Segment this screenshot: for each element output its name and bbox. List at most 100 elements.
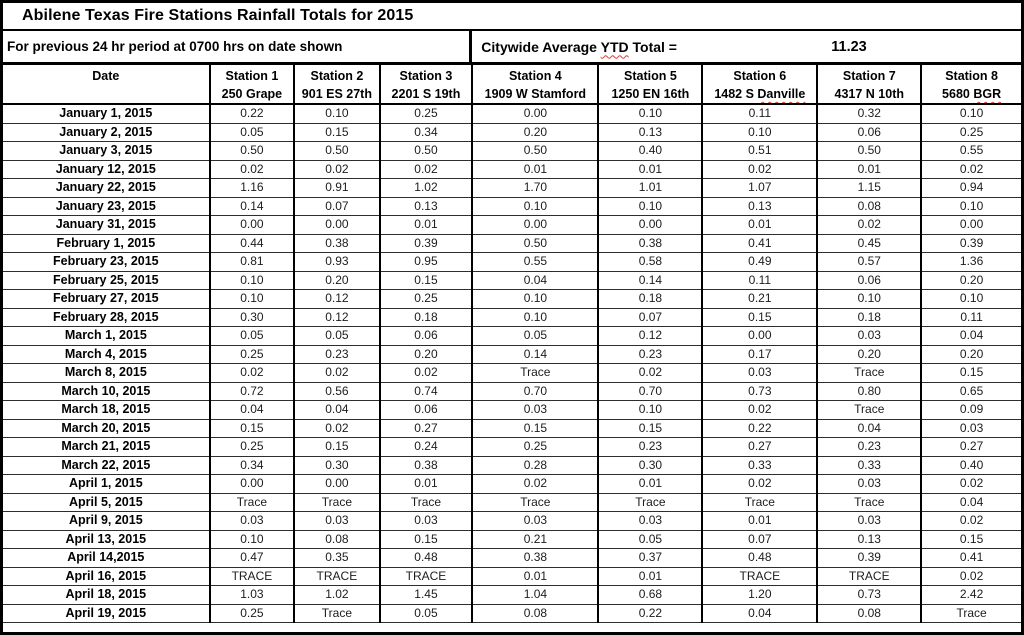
rainfall-value-cell: 0.03	[816, 511, 923, 531]
ytd-label-post: Total =	[628, 38, 677, 55]
station-name: Station 4	[508, 69, 562, 83]
rainfall-value-cell: 0.27	[378, 418, 474, 438]
rainfall-value-cell: 0.34	[208, 455, 296, 475]
rainfall-value-cell: 0.02	[920, 474, 1021, 494]
date-cell: January 31, 2015	[3, 215, 211, 235]
rainfall-value-cell: 1.70	[471, 178, 600, 198]
rainfall-value-cell: 0.15	[293, 122, 381, 142]
rainfall-value-cell: 0.02	[293, 418, 381, 438]
ytd-label-pre: Citywide Average	[481, 38, 601, 55]
date-cell: March 22, 2015	[3, 455, 211, 475]
rainfall-value-cell: 0.11	[920, 307, 1021, 327]
rainfall-value-cell: 0.95	[378, 252, 474, 272]
rainfall-value-cell: 1.07	[701, 178, 819, 198]
table-row: February 25, 2015 0.10 0.20 0.15 0.04 0.14 0.1…	[3, 270, 1021, 290]
rainfall-value-cell: 0.21	[701, 289, 819, 309]
rainfall-value-cell: 1.03	[208, 585, 296, 605]
table-row: January 12, 2015 0.02 0.02 0.02 0.01 0.01 0.02…	[3, 159, 1021, 179]
rainfall-value-cell: 0.20	[920, 344, 1021, 364]
station-address-pre: 1482 S	[714, 87, 758, 101]
rainfall-value-cell: Trace	[378, 492, 474, 512]
rainfall-value-cell: 0.41	[920, 548, 1021, 568]
rainfall-value-cell: 0.41	[701, 233, 819, 253]
date-cell: April 14,2015	[3, 548, 211, 568]
rainfall-value-cell: 0.02	[920, 566, 1021, 586]
rainfall-value-cell: 0.44	[208, 233, 296, 253]
station-address: 1909 W Stamford	[484, 87, 587, 101]
rainfall-value-cell: 1.01	[597, 178, 704, 198]
rainfall-value-cell: 0.00	[701, 326, 819, 346]
rainfall-value-cell: 0.13	[597, 122, 704, 142]
rainfall-value-cell: 0.25	[208, 437, 296, 457]
station-name: Station 6	[733, 69, 787, 83]
rainfall-value-cell: 0.04	[471, 270, 600, 290]
rainfall-value-cell: 0.28	[471, 455, 600, 475]
rainfall-value-cell: Trace	[816, 363, 923, 383]
rainfall-value-cell: 0.23	[597, 344, 704, 364]
rainfall-value-cell: 0.10	[208, 529, 296, 549]
rainfall-value-cell: 0.02	[293, 363, 381, 383]
rainfall-value-cell: 0.01	[816, 159, 923, 179]
rainfall-value-cell: 0.15	[378, 529, 474, 549]
rainfall-value-cell: 0.22	[701, 418, 819, 438]
rainfall-value-cell: 0.15	[597, 418, 704, 438]
rainfall-value-cell: 0.40	[597, 141, 704, 161]
station-address: 4317 N 10th	[834, 87, 904, 101]
rainfall-table-body: January 1, 2015 0.22 0.10 0.25 0.00 0.10 0.11 0…	[3, 104, 1021, 623]
rainfall-value-cell: 0.10	[208, 270, 296, 290]
date-cell: March 10, 2015	[3, 381, 211, 401]
station-address: 2201 S 19th	[391, 87, 461, 101]
rainfall-value-cell: 0.00	[471, 104, 600, 124]
rainfall-value-cell: TRACE	[208, 566, 296, 586]
rainfall-value-cell: 0.01	[471, 566, 600, 586]
rainfall-value-cell: 0.05	[293, 326, 381, 346]
rainfall-value-cell: 0.06	[378, 326, 474, 346]
station-address-misspelled: BGR	[973, 87, 1002, 101]
rainfall-value-cell: 0.03	[471, 511, 600, 531]
rainfall-value-cell: 0.03	[471, 400, 600, 420]
date-cell: April 16, 2015	[3, 566, 211, 586]
date-cell: January 12, 2015	[3, 159, 211, 179]
rainfall-value-cell: 0.01	[378, 474, 474, 494]
rainfall-value-cell: 0.11	[701, 104, 819, 124]
rainfall-value-cell: 0.10	[597, 104, 704, 124]
rainfall-value-cell: 0.14	[597, 270, 704, 290]
rainfall-value-cell: 0.10	[816, 289, 923, 309]
rainfall-value-cell: 0.15	[701, 307, 819, 327]
table-row: February 23, 2015 0.81 0.93 0.95 0.55 0.58 0.4…	[3, 252, 1021, 272]
rainfall-value-cell: 0.10	[293, 104, 381, 124]
rainfall-value-cell: 0.06	[816, 270, 923, 290]
rainfall-value-cell: 0.22	[208, 104, 296, 124]
rainfall-value-cell: 0.10	[471, 196, 600, 216]
table-row: February 27, 2015 0.10 0.12 0.25 0.10 0.18 0.2…	[3, 289, 1021, 309]
rainfall-value-cell: 0.03	[920, 418, 1021, 438]
rainfall-value-cell: 1.04	[471, 585, 600, 605]
rainfall-value-cell: 0.27	[920, 437, 1021, 457]
rainfall-value-cell: 0.50	[378, 141, 474, 161]
rainfall-value-cell: 0.25	[920, 122, 1021, 142]
date-cell: January 22, 2015	[3, 178, 211, 198]
rainfall-value-cell: 0.33	[816, 455, 923, 475]
rainfall-value-cell: 0.09	[920, 400, 1021, 420]
rainfall-value-cell: 0.30	[597, 455, 704, 475]
date-cell: February 23, 2015	[3, 252, 211, 272]
table-row: March 20, 2015 0.15 0.02 0.27 0.15 0.15 0.22 0.…	[3, 418, 1021, 438]
rainfall-value-cell: 0.10	[471, 289, 600, 309]
rainfall-value-cell: 0.15	[208, 418, 296, 438]
rainfall-value-cell: 1.20	[701, 585, 819, 605]
rainfall-value-cell: Trace	[293, 603, 381, 623]
rainfall-value-cell: 0.39	[816, 548, 923, 568]
date-cell: March 20, 2015	[3, 418, 211, 438]
rainfall-value-cell: 0.02	[597, 363, 704, 383]
rainfall-value-cell: 0.13	[816, 529, 923, 549]
rainfall-value-cell: 0.18	[816, 307, 923, 327]
report-title-bar: Abilene Texas Fire Stations Rainfall Tot…	[3, 3, 1021, 31]
table-row: March 21, 2015 0.25 0.15 0.24 0.25 0.23 0.27 0.…	[3, 437, 1021, 457]
rainfall-value-cell: TRACE	[378, 566, 474, 586]
rainfall-value-cell: 0.49	[701, 252, 819, 272]
rainfall-value-cell: 0.23	[293, 344, 381, 364]
column-header-station-3: Station 3 2201 S 19th	[378, 65, 474, 105]
date-cell: March 8, 2015	[3, 363, 211, 383]
rainfall-value-cell: 0.10	[701, 122, 819, 142]
date-cell: March 21, 2015	[3, 437, 211, 457]
